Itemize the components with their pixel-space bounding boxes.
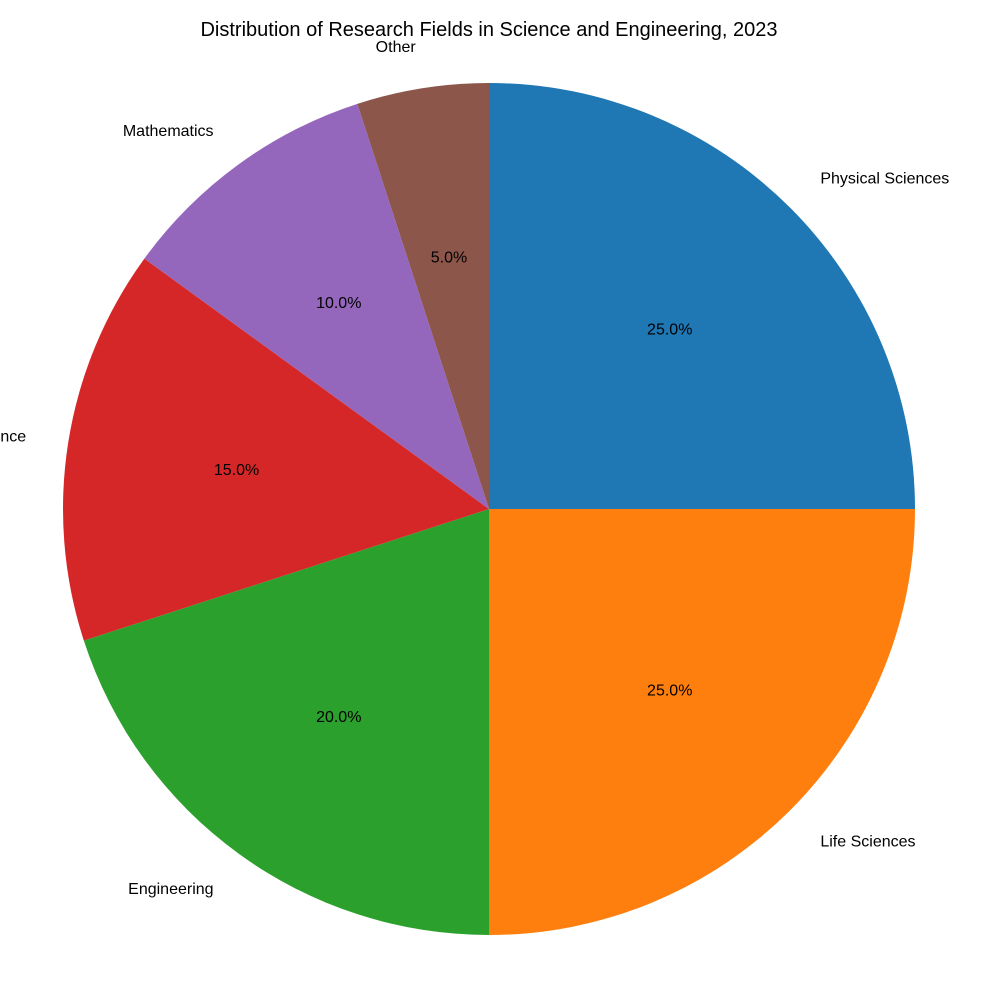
- percent-engineering: 20.0%: [316, 709, 361, 726]
- label-computer-science: Computer Science: [0, 429, 26, 446]
- percent-mathematics: 10.0%: [316, 295, 361, 312]
- slice-engineering: [83, 509, 489, 935]
- label-engineering: Engineering: [128, 881, 213, 898]
- percent-other: 5.0%: [431, 250, 467, 267]
- label-life-sciences: Life Sciences: [820, 833, 915, 850]
- chart-title: Distribution of Research Fields in Scien…: [200, 19, 777, 41]
- slice-life-sciences: [489, 509, 915, 935]
- slice-mathematics: [144, 103, 490, 509]
- percent-physical-sciences: 25.0%: [647, 321, 692, 338]
- percent-computer-science: 15.0%: [214, 462, 259, 479]
- pie-labels: Physical Sciences 25.0% Life Sciences 25.0%…: [0, 39, 949, 898]
- slice-physical-sciences: [489, 83, 915, 509]
- label-physical-sciences: Physical Sciences: [820, 171, 949, 188]
- label-mathematics: Mathematics: [123, 123, 214, 140]
- label-other: Other: [376, 39, 417, 56]
- pie-slices: [62, 83, 915, 935]
- slice-computer-science: [62, 258, 489, 641]
- slice-other: [357, 83, 489, 509]
- percent-life-sciences: 25.0%: [647, 683, 692, 700]
